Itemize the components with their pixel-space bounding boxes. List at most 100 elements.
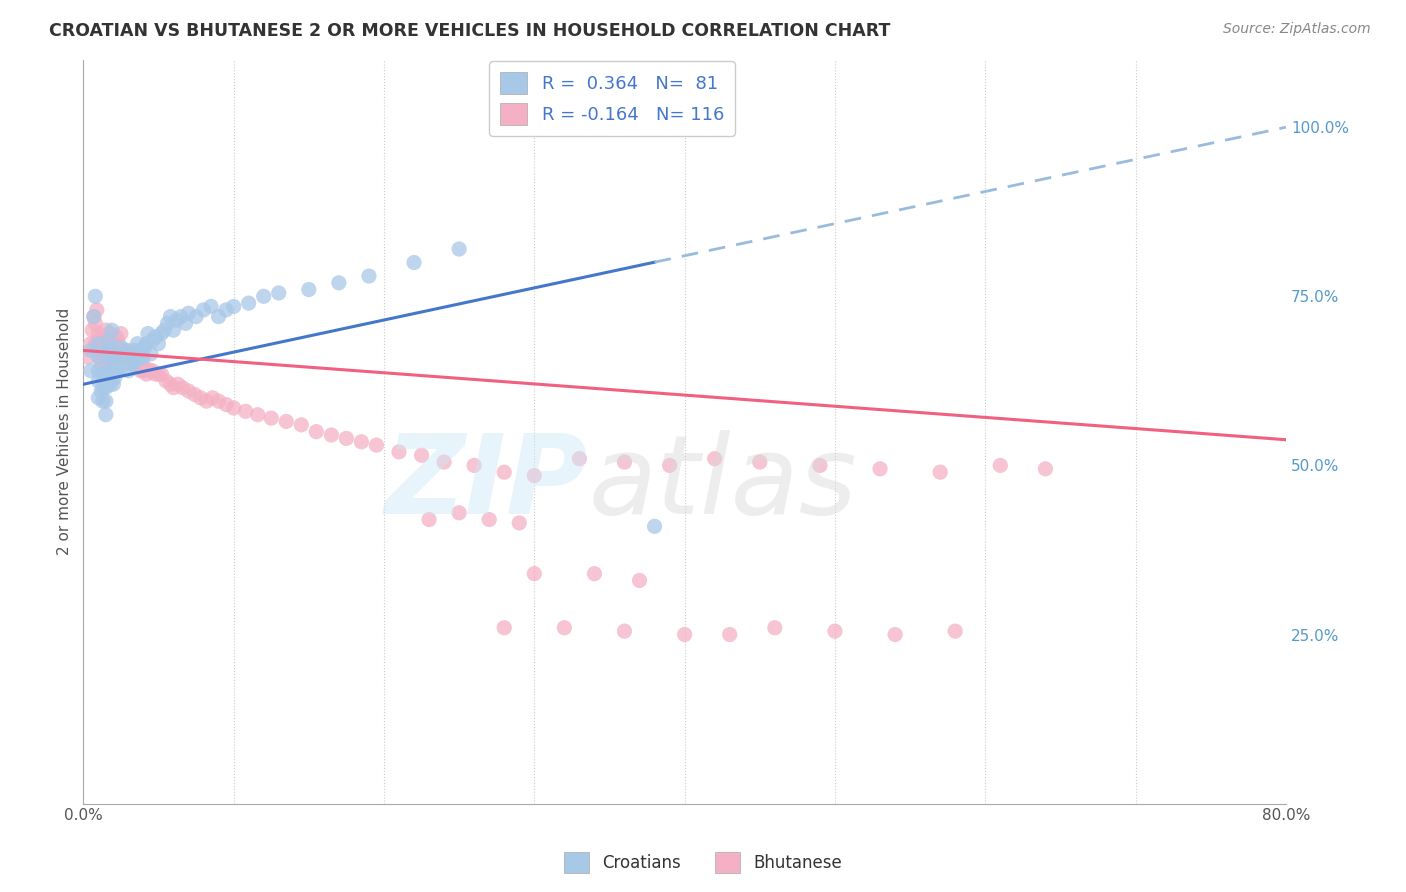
Point — [478, 512, 501, 526]
Point — [449, 242, 471, 256]
Point — [89, 334, 111, 348]
Point — [200, 300, 222, 314]
Point — [80, 364, 103, 378]
Point — [117, 347, 139, 361]
Point — [110, 340, 132, 354]
Point — [568, 451, 591, 466]
Point — [222, 300, 245, 314]
Point — [93, 350, 115, 364]
Point — [87, 343, 110, 358]
Point — [112, 343, 135, 358]
Point — [122, 357, 145, 371]
Point — [943, 624, 966, 639]
Point — [107, 334, 129, 348]
Text: atlas: atlas — [589, 430, 858, 537]
Point — [321, 428, 343, 442]
Point — [82, 323, 104, 337]
Point — [193, 302, 215, 317]
Text: CROATIAN VS BHUTANESE 2 OR MORE VEHICLES IN HOUSEHOLD CORRELATION CHART: CROATIAN VS BHUTANESE 2 OR MORE VEHICLES… — [49, 22, 890, 40]
Point — [703, 451, 725, 466]
Point — [103, 357, 125, 371]
Point — [174, 317, 197, 331]
Point — [132, 364, 155, 378]
Point — [108, 350, 131, 364]
Point — [177, 384, 200, 398]
Point — [103, 334, 125, 348]
Point — [190, 391, 212, 405]
Point — [238, 296, 260, 310]
Point — [90, 340, 112, 354]
Point — [114, 347, 136, 361]
Point — [150, 367, 173, 381]
Point — [124, 343, 146, 358]
Point — [115, 343, 138, 358]
Point — [86, 302, 108, 317]
Point — [104, 370, 127, 384]
Point — [91, 347, 114, 361]
Point — [141, 334, 163, 348]
Point — [135, 367, 157, 381]
Point — [253, 289, 276, 303]
Point — [644, 519, 666, 533]
Point — [215, 398, 238, 412]
Point — [98, 377, 121, 392]
Point — [87, 374, 110, 388]
Point — [111, 347, 134, 361]
Point — [94, 340, 117, 354]
Point — [177, 306, 200, 320]
Point — [128, 357, 150, 371]
Point — [89, 350, 111, 364]
Point — [104, 353, 127, 368]
Point — [276, 414, 298, 428]
Point — [162, 381, 184, 395]
Point — [135, 336, 157, 351]
Point — [101, 350, 124, 364]
Point — [110, 360, 132, 375]
Point — [94, 357, 117, 371]
Point — [112, 350, 135, 364]
Point — [184, 310, 207, 324]
Point — [108, 343, 131, 358]
Point — [523, 566, 546, 581]
Point — [222, 401, 245, 415]
Point — [628, 574, 651, 588]
Point — [748, 455, 770, 469]
Point — [105, 347, 128, 361]
Point — [167, 377, 190, 392]
Point — [129, 364, 152, 378]
Point — [120, 353, 142, 368]
Point — [131, 360, 153, 375]
Point — [129, 343, 152, 358]
Text: ZIP: ZIP — [385, 430, 589, 537]
Point — [117, 364, 139, 378]
Point — [335, 431, 357, 445]
Point — [139, 347, 162, 361]
Point — [96, 350, 118, 364]
Point — [290, 417, 312, 432]
Point — [127, 336, 149, 351]
Point — [94, 381, 117, 395]
Point — [808, 458, 831, 473]
Point — [215, 302, 238, 317]
Point — [98, 360, 121, 375]
Point — [418, 512, 440, 526]
Point — [613, 455, 636, 469]
Point — [96, 350, 118, 364]
Point — [107, 357, 129, 371]
Point — [87, 350, 110, 364]
Point — [138, 364, 160, 378]
Point — [718, 627, 741, 641]
Point — [884, 627, 907, 641]
Point — [159, 310, 181, 324]
Point — [1035, 462, 1057, 476]
Point — [107, 350, 129, 364]
Point — [91, 330, 114, 344]
Point — [207, 394, 229, 409]
Point — [267, 285, 290, 300]
Point — [80, 336, 103, 351]
Point — [583, 566, 606, 581]
Point — [110, 343, 132, 358]
Point — [463, 458, 485, 473]
Point — [93, 334, 115, 348]
Point — [104, 334, 127, 348]
